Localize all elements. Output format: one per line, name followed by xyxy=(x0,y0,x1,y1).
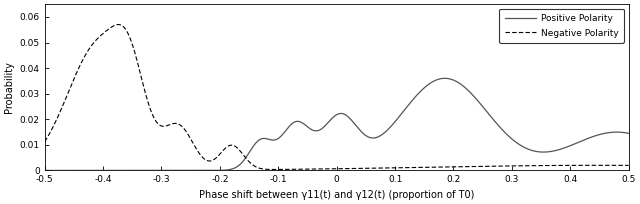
Negative Polarity xyxy=(465,165,473,168)
Positive Polarity xyxy=(625,132,632,135)
Positive Polarity xyxy=(465,90,473,92)
Legend: Positive Polarity, Negative Polarity: Positive Polarity, Negative Polarity xyxy=(499,9,624,43)
Line: Negative Polarity: Negative Polarity xyxy=(45,24,628,170)
Negative Polarity xyxy=(115,23,122,26)
Positive Polarity xyxy=(41,169,49,172)
X-axis label: Phase shift between γ11(t) and γ12(t) (proportion of T0): Phase shift between γ11(t) and γ12(t) (p… xyxy=(199,190,474,200)
Negative Polarity xyxy=(41,140,49,143)
Negative Polarity xyxy=(578,164,586,166)
Positive Polarity xyxy=(607,131,614,134)
Negative Polarity xyxy=(319,168,326,170)
Line: Positive Polarity: Positive Polarity xyxy=(45,78,628,170)
Negative Polarity xyxy=(607,164,615,166)
Negative Polarity xyxy=(287,168,294,171)
Positive Polarity xyxy=(318,127,326,130)
Positive Polarity xyxy=(291,121,298,123)
Positive Polarity xyxy=(578,140,586,142)
Negative Polarity xyxy=(625,164,632,167)
Positive Polarity xyxy=(441,77,449,80)
Y-axis label: Probability: Probability xyxy=(4,61,14,113)
Negative Polarity xyxy=(271,168,278,171)
Negative Polarity xyxy=(291,168,299,171)
Positive Polarity xyxy=(286,124,294,127)
